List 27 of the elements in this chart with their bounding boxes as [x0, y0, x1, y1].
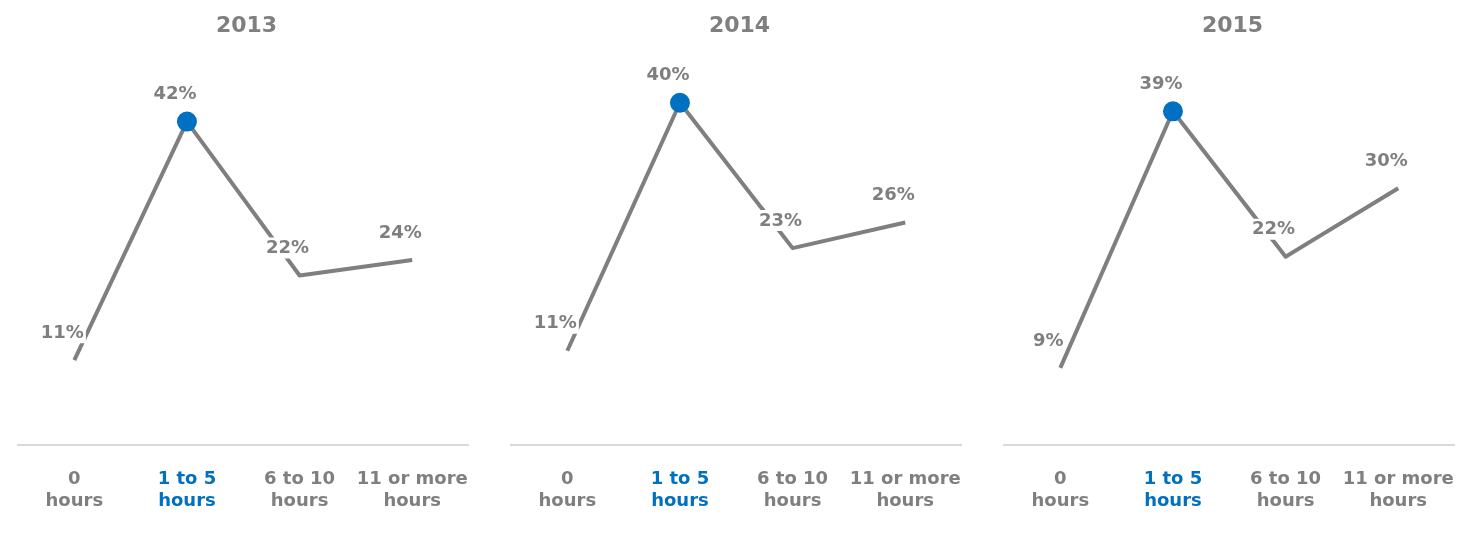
x-tick-label: 1 to 5 hours — [1143, 467, 1203, 510]
x-tick-label: 11 or more hours — [356, 467, 468, 510]
x-tick-label: 1 to 5 hours — [650, 467, 710, 510]
chart-title: 2015 — [1200, 12, 1265, 37]
data-label: 42% — [153, 82, 197, 104]
x-tick-label: 6 to 10 hours — [264, 467, 336, 510]
chart-title: 2013 — [214, 12, 279, 37]
data-label: 30% — [1364, 148, 1408, 170]
data-label: 40% — [646, 63, 690, 85]
x-tick-label: 1 to 5 hours — [157, 467, 217, 510]
data-label: 22% — [1252, 217, 1296, 239]
data-label: 39% — [1139, 71, 1183, 93]
data-label: 11% — [40, 320, 84, 342]
data-label: 22% — [266, 236, 310, 258]
data-label: 26% — [871, 183, 915, 205]
data-label: 23% — [759, 208, 803, 230]
x-tick-label: 6 to 10 hours — [757, 467, 829, 510]
data-label: 11% — [533, 311, 577, 333]
x-tick-label: 11 or more hours — [849, 467, 961, 510]
chart-title: 2014 — [707, 12, 772, 37]
x-tick-label: 11 or more hours — [1342, 467, 1454, 510]
x-tick-label: 6 to 10 hours — [1250, 467, 1322, 510]
x-tick-label: 0 hours — [538, 467, 597, 510]
x-tick-label: 0 hours — [1031, 467, 1090, 510]
data-label: 9% — [1033, 328, 1064, 350]
x-tick-label: 0 hours — [45, 467, 104, 510]
data-label: 24% — [378, 220, 422, 242]
